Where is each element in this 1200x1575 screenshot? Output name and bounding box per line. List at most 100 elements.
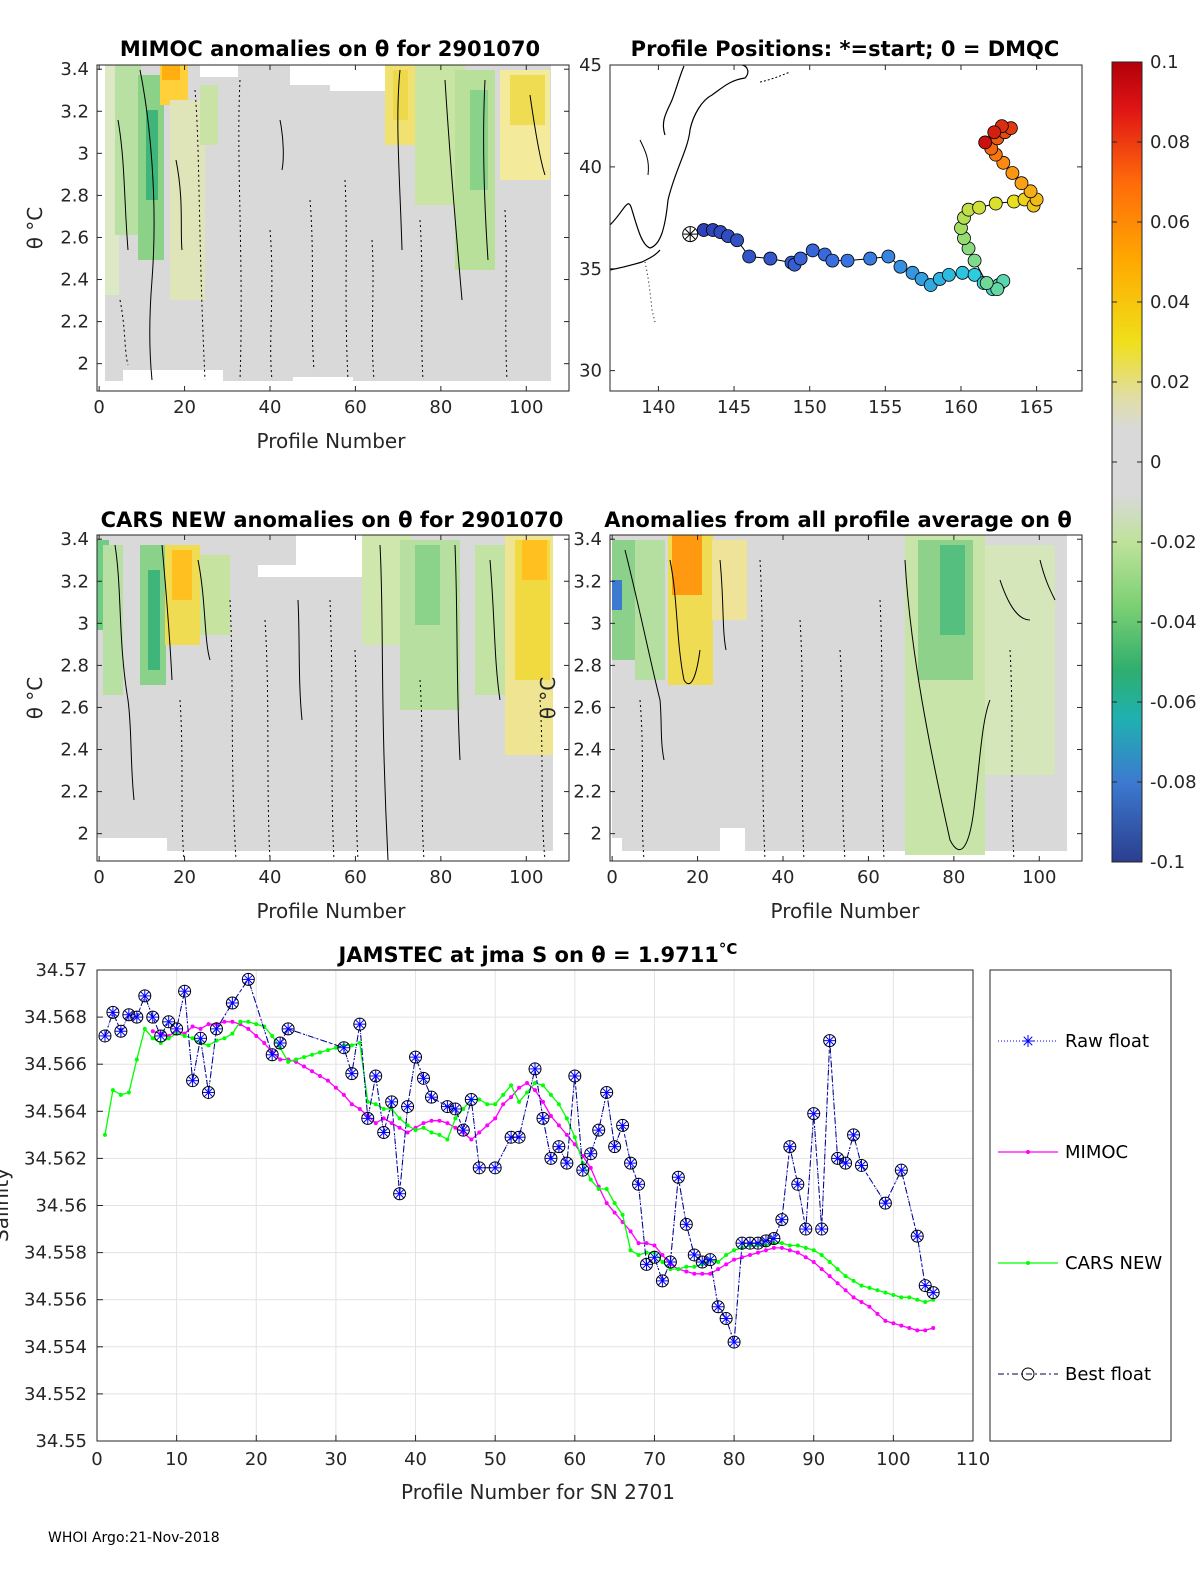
float-position-marker <box>978 135 993 150</box>
x-tick-label: 0 <box>93 867 104 888</box>
float-start-star-ray <box>684 228 691 235</box>
best-float-point <box>265 1048 279 1062</box>
float-position-marker <box>825 253 840 268</box>
cars-new-point <box>907 1295 912 1300</box>
mimoc-contours <box>117 69 546 381</box>
mimoc-point <box>222 1019 227 1024</box>
float-position-marker <box>805 243 820 258</box>
positions-axis-ticks: 140 145 150 155 160 165 30 35 40 45 <box>579 55 1082 418</box>
best-float-point <box>616 1118 630 1132</box>
raw-float-point <box>546 1153 556 1163</box>
best-float-point <box>170 1022 184 1036</box>
y-tick-label: 2.8 <box>573 655 602 676</box>
best-float-point <box>576 1163 590 1177</box>
raw-float-point <box>641 1259 652 1269</box>
colorbar-tick-label: -0.06 <box>1150 692 1197 713</box>
best-float-point <box>528 1062 542 1076</box>
mimoc-point <box>453 1125 458 1130</box>
cars-panel-title: CARS NEW anomalies on θ for 2901070 <box>101 508 564 532</box>
colorbar-tick-label: -0.1 <box>1150 852 1185 873</box>
mimoc-point <box>700 1271 705 1276</box>
x-tick-label: 20 <box>245 1449 268 1470</box>
cars-y-label: θ °C <box>23 677 47 720</box>
raw-float-point <box>665 1257 675 1267</box>
cars-new-point <box>779 1241 784 1246</box>
mimoc-axis-ticks: 0 20 40 60 80 100 2 2.2 2.4 2.6 2.8 3 3.2 3.4 <box>60 59 569 418</box>
y-tick-label: 2.4 <box>60 270 89 291</box>
salinity-chart: JAMSTEC at jma S on θ = 1.9711°C 0 10 20 30… <box>0 940 1172 1504</box>
mimoc-point <box>517 1085 522 1090</box>
raw-float-point <box>283 1024 293 1034</box>
raw-float-point <box>100 1031 110 1041</box>
mimoc-point <box>325 1078 330 1083</box>
best-float-point <box>361 1111 375 1125</box>
raw-float-point <box>187 1076 198 1086</box>
cars-new-point <box>811 1248 816 1253</box>
salinity-series <box>98 972 940 1349</box>
raw-float-point <box>371 1071 381 1081</box>
x-tick-label: 60 <box>344 397 367 418</box>
allavg-panel-title: Anomalies from all profile average on θ <box>604 508 1072 532</box>
raw-float-point <box>809 1109 819 1119</box>
raw-float-point <box>458 1125 468 1135</box>
mimoc-point <box>389 1121 394 1126</box>
raw-float-point <box>729 1337 739 1347</box>
y-tick-label: 3.4 <box>60 59 89 80</box>
cars-heatmap <box>97 535 553 861</box>
y-tick-label: 3.2 <box>60 101 89 122</box>
best-float-point <box>393 1187 407 1201</box>
cars-new-point <box>246 1019 251 1024</box>
best-float-point <box>417 1071 431 1085</box>
mimoc-point <box>397 1125 402 1130</box>
raw-float-point <box>203 1087 214 1098</box>
float-position-marker <box>979 276 994 290</box>
mimoc-point <box>724 1262 729 1267</box>
y-tick-label: 3 <box>591 613 602 634</box>
raw-float-point <box>132 1012 142 1022</box>
allavg-y-label: θ °C <box>536 677 560 720</box>
mimoc-axes-box <box>96 64 570 392</box>
mimoc-point <box>493 1116 498 1121</box>
mimoc-y-label: θ °C <box>23 207 47 250</box>
colorbar-tick-label: -0.04 <box>1150 612 1197 633</box>
raw-float-point <box>928 1288 938 1298</box>
mimoc-point <box>246 1026 251 1031</box>
mimoc-point <box>341 1092 346 1097</box>
cars-new-point <box>485 1102 490 1107</box>
x-tick-label: 40 <box>772 867 795 888</box>
best-float-point <box>608 1140 622 1154</box>
best-float-point <box>241 972 255 986</box>
positions-panel-title: Profile Positions: *=start; 0 = DMQC <box>631 37 1060 61</box>
x-tick-label: 160 <box>944 397 978 418</box>
cars-new-point <box>620 1212 625 1217</box>
cars-new-point <box>509 1083 514 1088</box>
raw-float-point <box>625 1158 636 1168</box>
cars-new-point <box>349 1043 354 1048</box>
best-float-point <box>878 1196 892 1210</box>
cars-new-point <box>612 1201 617 1206</box>
x-tick-label: 100 <box>509 397 543 418</box>
mimoc-point <box>548 1114 553 1119</box>
best-float-point <box>106 1005 120 1019</box>
best-float-point <box>687 1248 701 1262</box>
best-float-point <box>815 1222 829 1236</box>
y-tick-label: 2.6 <box>573 697 602 718</box>
cars-new-point <box>692 1264 697 1269</box>
float-position-marker <box>967 253 982 268</box>
y-tick-label: 34.56 <box>35 1196 87 1217</box>
raw-float-point <box>777 1215 787 1225</box>
raw-float-point <box>402 1101 413 1112</box>
raw-float-point <box>148 1012 158 1022</box>
cars-new-point <box>660 1260 665 1265</box>
mimoc-point <box>819 1267 824 1272</box>
y-tick-label: 34.558 <box>24 1243 87 1264</box>
cars-new-point <box>206 1043 211 1048</box>
cars-new-point <box>270 1033 275 1038</box>
best-float-point <box>186 1074 200 1088</box>
raw-float-point <box>116 1026 126 1036</box>
cars-new-point <box>230 1031 235 1036</box>
best-float-point <box>894 1163 908 1177</box>
mimoc-heatmap <box>105 65 551 391</box>
float-position-marker <box>1023 184 1038 199</box>
y-tick-label: 34.552 <box>24 1384 87 1405</box>
